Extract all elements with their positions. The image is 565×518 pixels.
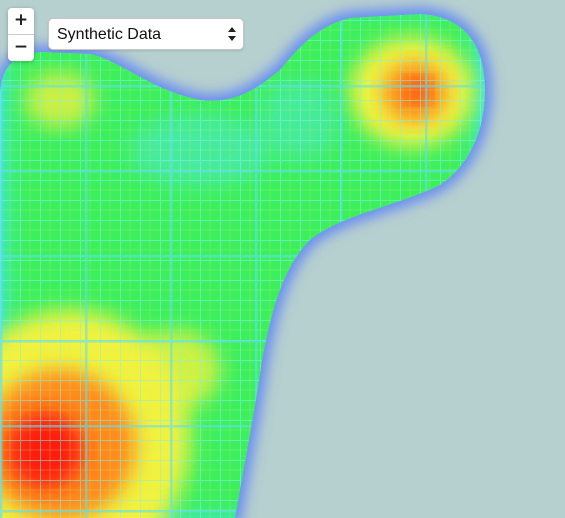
layer-select[interactable]: Synthetic Data	[48, 18, 244, 50]
zoom-control: + −	[8, 8, 34, 61]
zoom-out-button[interactable]: −	[8, 34, 34, 61]
zoom-in-button[interactable]: +	[13, 10, 29, 30]
layer-select-value: Synthetic Data	[57, 26, 162, 43]
up-down-arrows-icon	[228, 27, 236, 41]
